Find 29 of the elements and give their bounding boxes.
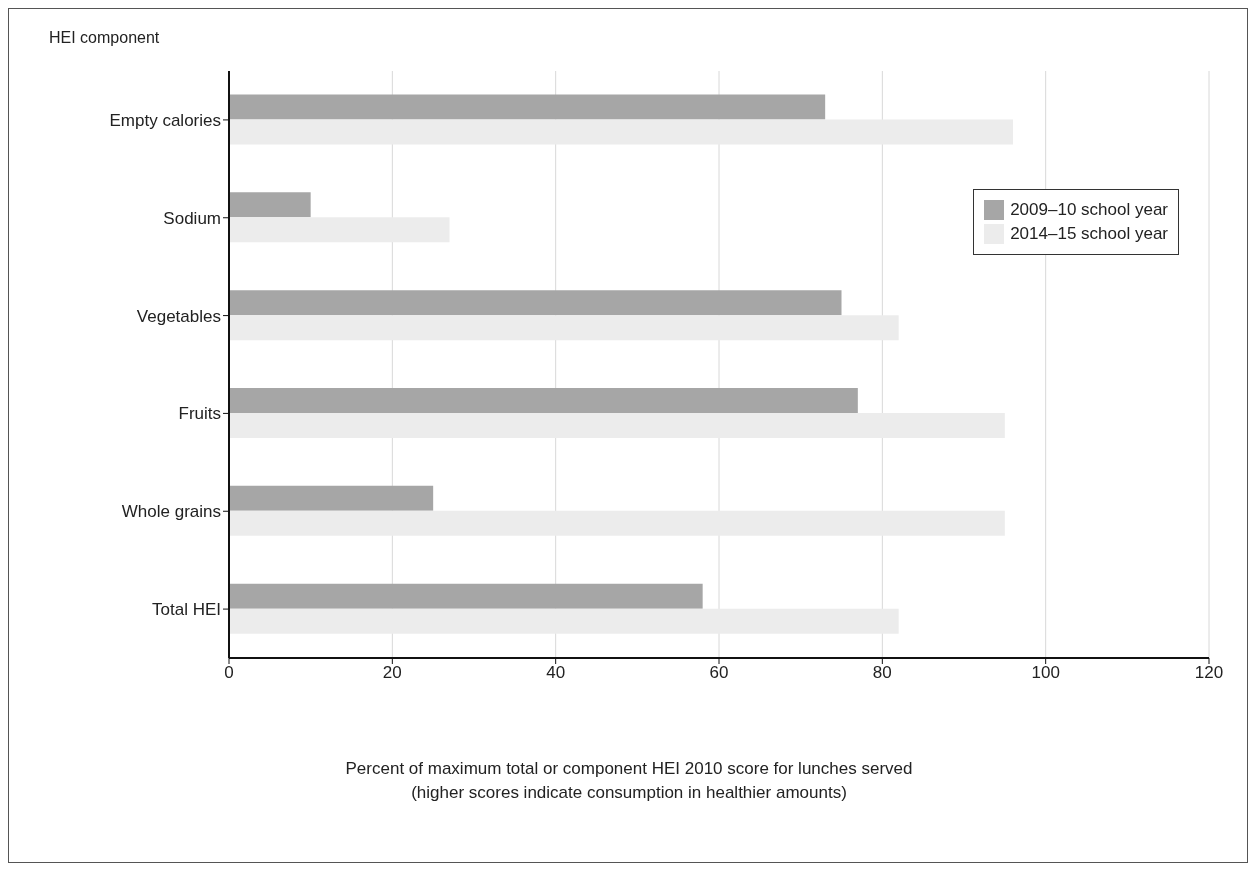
bar (229, 412, 1005, 438)
x-tick-label: 20 (382, 663, 402, 683)
x-tick-label: 80 (872, 663, 892, 683)
bar (229, 608, 899, 634)
bar (229, 315, 899, 341)
bar (229, 119, 1013, 145)
bar (229, 510, 1005, 536)
y-axis-title: HEI component (49, 29, 160, 47)
x-tick-label: 120 (1194, 663, 1224, 683)
legend-label: 2009–10 school year (1010, 200, 1168, 220)
bar (229, 94, 826, 120)
y-tick-label: Empty calories (109, 110, 221, 130)
bar (229, 387, 858, 413)
y-tick-label: Whole grains (121, 502, 221, 522)
y-tick-label: Sodium (163, 208, 221, 228)
y-tick-label: Vegetables (136, 306, 221, 326)
bar (229, 583, 703, 609)
x-tick-label: 40 (546, 663, 566, 683)
bar (229, 290, 842, 316)
y-tick-label: Fruits (178, 404, 221, 424)
x-axis-title: Percent of maximum total or component HEI 2010 score for lunches served (higher scores indicate consumption in healthier amounts) (344, 758, 914, 804)
x-tick-label: 100 (1031, 663, 1060, 683)
bar (229, 192, 311, 218)
bar (229, 485, 434, 511)
y-tick-label: Total HEI (152, 600, 221, 620)
legend-label: 2014–15 school year (1010, 224, 1168, 244)
x-tick-label: 60 (709, 663, 729, 683)
bar (229, 217, 450, 243)
x-tick-label: 0 (224, 663, 234, 683)
